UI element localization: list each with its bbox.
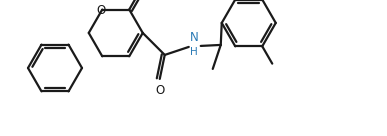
Text: N: N xyxy=(190,31,199,44)
Text: O: O xyxy=(97,4,106,17)
Text: H: H xyxy=(190,47,197,57)
Text: O: O xyxy=(155,84,164,97)
